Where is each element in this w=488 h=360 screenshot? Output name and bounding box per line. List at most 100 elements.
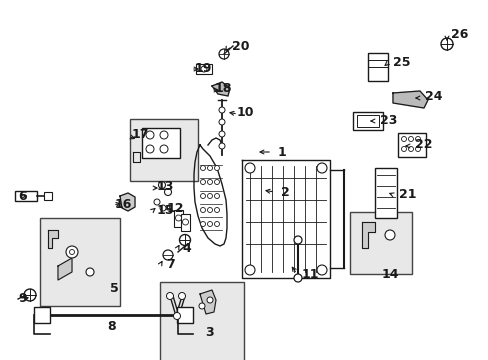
Text: 11: 11 <box>302 267 319 280</box>
Bar <box>181 214 190 231</box>
Bar <box>177 307 193 323</box>
Circle shape <box>440 38 452 50</box>
Text: 25: 25 <box>392 55 409 68</box>
Circle shape <box>69 249 74 255</box>
Circle shape <box>219 143 224 149</box>
Text: 3: 3 <box>204 325 213 338</box>
Circle shape <box>182 219 188 225</box>
Circle shape <box>164 189 171 195</box>
Text: 22: 22 <box>414 139 431 152</box>
Circle shape <box>86 268 94 276</box>
Circle shape <box>293 274 302 282</box>
Bar <box>374 168 396 218</box>
Circle shape <box>214 180 219 184</box>
Text: 21: 21 <box>398 188 416 201</box>
Text: 7: 7 <box>165 258 174 271</box>
Circle shape <box>384 230 394 240</box>
Circle shape <box>244 265 254 275</box>
Circle shape <box>179 234 190 246</box>
Circle shape <box>214 166 219 171</box>
Circle shape <box>293 236 302 244</box>
Bar <box>196 64 212 74</box>
Bar <box>397 133 425 157</box>
Polygon shape <box>361 222 374 248</box>
Text: 18: 18 <box>215 82 232 95</box>
Circle shape <box>158 181 165 189</box>
Text: 9: 9 <box>18 292 26 306</box>
Circle shape <box>415 147 420 152</box>
Circle shape <box>206 297 213 303</box>
Circle shape <box>200 221 205 226</box>
Text: 13: 13 <box>157 180 174 194</box>
Text: 5: 5 <box>110 283 119 296</box>
Circle shape <box>200 180 205 184</box>
Bar <box>15 191 37 201</box>
Bar <box>40 218 120 306</box>
Circle shape <box>160 145 168 153</box>
Text: 24: 24 <box>424 90 442 104</box>
Polygon shape <box>200 290 216 314</box>
Circle shape <box>219 49 228 59</box>
Text: 23: 23 <box>379 113 397 126</box>
Circle shape <box>178 292 185 300</box>
Circle shape <box>219 131 224 137</box>
Text: 15: 15 <box>157 203 174 216</box>
Text: 17: 17 <box>132 127 149 140</box>
Circle shape <box>201 66 206 72</box>
Polygon shape <box>48 230 58 248</box>
Circle shape <box>219 119 224 125</box>
Polygon shape <box>392 91 427 108</box>
Bar <box>356 115 378 127</box>
Circle shape <box>214 221 219 226</box>
Circle shape <box>214 194 219 198</box>
Circle shape <box>175 215 181 221</box>
Polygon shape <box>58 258 72 280</box>
Bar <box>34 307 50 323</box>
Circle shape <box>154 199 160 205</box>
Circle shape <box>219 107 224 113</box>
Circle shape <box>207 166 212 171</box>
Bar <box>44 192 52 200</box>
Circle shape <box>200 166 205 171</box>
Text: 1: 1 <box>278 145 286 158</box>
Bar <box>349 212 411 274</box>
Text: 26: 26 <box>450 27 468 40</box>
Bar <box>142 128 180 158</box>
Circle shape <box>163 250 173 260</box>
Circle shape <box>146 131 154 139</box>
Circle shape <box>199 303 204 309</box>
Circle shape <box>200 194 205 198</box>
Text: 8: 8 <box>107 320 115 333</box>
Circle shape <box>415 136 420 141</box>
Bar <box>367 53 387 81</box>
Circle shape <box>146 145 154 153</box>
Bar <box>352 112 382 130</box>
Text: 10: 10 <box>237 107 254 120</box>
Circle shape <box>316 265 326 275</box>
Circle shape <box>66 246 78 258</box>
Bar <box>130 119 198 181</box>
Circle shape <box>207 221 212 226</box>
Polygon shape <box>212 82 229 96</box>
Circle shape <box>207 180 212 184</box>
Text: 4: 4 <box>182 242 190 255</box>
Circle shape <box>166 292 173 300</box>
Circle shape <box>316 163 326 173</box>
Text: 20: 20 <box>231 40 249 53</box>
Text: 6: 6 <box>18 189 26 202</box>
Circle shape <box>214 207 219 212</box>
Text: 16: 16 <box>115 198 132 211</box>
Text: 14: 14 <box>381 267 399 280</box>
Circle shape <box>401 147 406 152</box>
Bar <box>174 210 183 227</box>
Circle shape <box>173 312 180 320</box>
Circle shape <box>160 131 168 139</box>
Circle shape <box>407 136 413 141</box>
Circle shape <box>24 289 36 301</box>
Circle shape <box>207 207 212 212</box>
Text: 12: 12 <box>167 202 184 215</box>
Circle shape <box>244 163 254 173</box>
Circle shape <box>401 136 406 141</box>
Circle shape <box>160 205 165 211</box>
Circle shape <box>200 207 205 212</box>
